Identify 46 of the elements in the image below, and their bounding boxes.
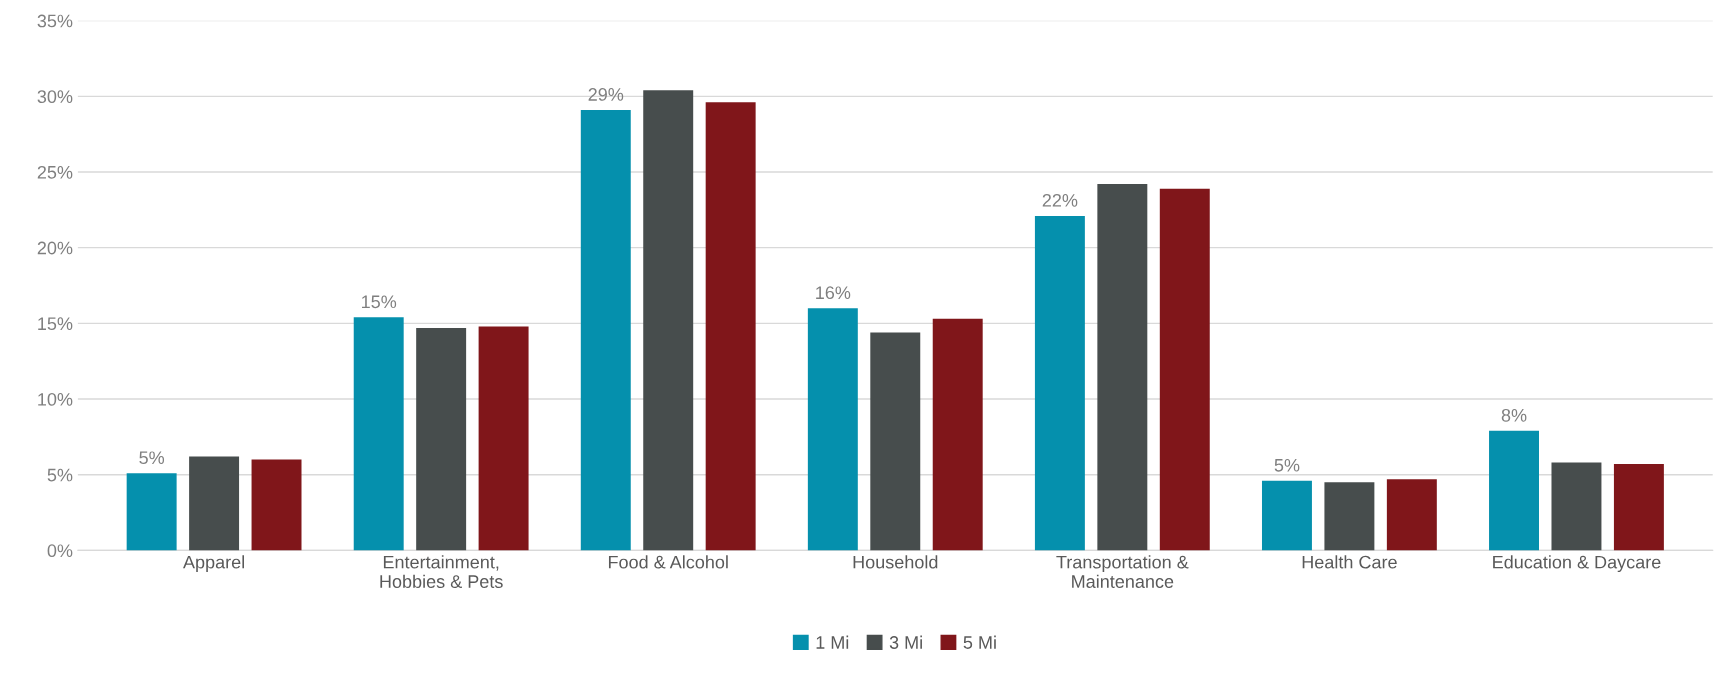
- bar: [1034, 215, 1085, 551]
- x-tick-label: Food & Alcohol: [608, 555, 728, 569]
- bar: [1324, 482, 1375, 551]
- bar: [643, 90, 694, 551]
- data-label: 5%: [1274, 458, 1300, 472]
- x-tick-label: Health Care: [1302, 555, 1397, 569]
- bar: [1159, 188, 1210, 551]
- x-tick-label: Household: [853, 555, 938, 569]
- bar: [1551, 462, 1602, 551]
- bar: [1613, 464, 1664, 551]
- bar: [1386, 479, 1437, 551]
- bar: [126, 473, 177, 551]
- bar: [1261, 480, 1312, 551]
- y-tick-label: 15%: [38, 317, 73, 331]
- data-label: 22%: [1042, 193, 1078, 207]
- legend-label: 5 Mi: [963, 635, 996, 649]
- data-label: 29%: [588, 88, 624, 101]
- bar: [353, 317, 404, 551]
- y-tick-label: 20%: [37, 241, 73, 255]
- data-label: 16%: [816, 286, 851, 300]
- bar: [870, 332, 921, 551]
- y-tick-label: 10%: [38, 392, 73, 406]
- bar: [1097, 184, 1148, 551]
- y-tick-label: 30%: [37, 90, 73, 104]
- y-tick-label: 0%: [47, 544, 73, 558]
- bar: [932, 318, 983, 551]
- legend-label: 3 Mi: [889, 635, 922, 649]
- x-tick-label: Entertainment, Hobbies & Pets: [380, 555, 503, 588]
- bar: [251, 459, 302, 551]
- bar: [580, 109, 631, 551]
- bar: [1489, 430, 1539, 551]
- bar: [807, 308, 858, 551]
- data-label: 5%: [139, 451, 165, 465]
- x-tick-label: Transportation & Maintenance: [1056, 555, 1189, 588]
- bar: [705, 102, 756, 551]
- bar: [478, 326, 529, 551]
- y-tick-label: 5%: [47, 468, 73, 482]
- legend-label: 1 Mi: [816, 635, 849, 649]
- data-label: 15%: [362, 295, 397, 309]
- y-tick-label: 35%: [37, 14, 73, 28]
- bar: [416, 327, 467, 551]
- data-label: 8%: [1501, 408, 1527, 422]
- x-tick-label: Education & Daycare: [1493, 555, 1661, 573]
- x-tick-label: Apparel: [183, 555, 244, 573]
- y-tick-label: 25%: [37, 165, 73, 179]
- bar: [189, 456, 240, 551]
